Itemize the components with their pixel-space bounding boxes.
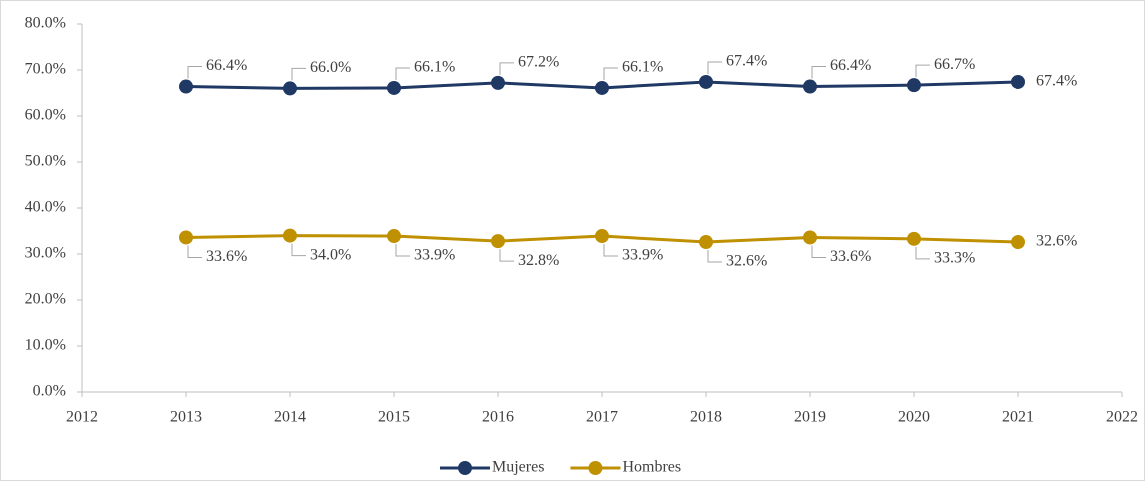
label-leader xyxy=(291,243,306,257)
data-label: 66.4% xyxy=(830,57,871,74)
data-point xyxy=(387,80,401,95)
x-tick-label: 2012 xyxy=(66,409,98,426)
data-label: 32.6% xyxy=(1036,233,1077,250)
label-leader xyxy=(915,64,930,78)
label-leader xyxy=(291,67,306,81)
x-tick-label: 2019 xyxy=(794,409,826,426)
data-label: 66.1% xyxy=(414,59,455,76)
label-leader xyxy=(187,66,202,79)
label-leader xyxy=(395,244,410,257)
data-point xyxy=(491,234,505,249)
label-leader xyxy=(187,245,202,258)
x-tick-label: 2016 xyxy=(482,409,514,426)
label-leader xyxy=(915,246,930,260)
data-label: 33.9% xyxy=(414,247,455,264)
y-tick-label: 10.0% xyxy=(25,337,66,354)
y-tick-label: 50.0% xyxy=(25,153,66,170)
label-leader xyxy=(499,249,514,262)
data-point xyxy=(1011,235,1025,250)
legend-label: Hombres xyxy=(622,459,681,476)
label-leader xyxy=(707,61,722,74)
data-label: 32.6% xyxy=(726,253,767,270)
data-point xyxy=(595,80,609,95)
data-label: 67.4% xyxy=(726,53,767,70)
data-label: 66.4% xyxy=(206,57,247,74)
x-tick-label: 2022 xyxy=(1106,409,1138,426)
x-tick-label: 2020 xyxy=(898,409,930,426)
x-tick-label: 2013 xyxy=(170,409,202,426)
legend-label: Mujeres xyxy=(492,459,544,476)
data-point xyxy=(1011,74,1025,89)
x-tick-label: 2015 xyxy=(378,409,410,426)
x-tick-label: 2021 xyxy=(1002,409,1034,426)
x-tick-label: 2017 xyxy=(586,409,618,426)
data-label: 34.0% xyxy=(310,246,351,263)
y-tick-label: 20.0% xyxy=(25,291,66,308)
label-leader xyxy=(811,245,826,258)
data-label: 32.8% xyxy=(518,252,559,269)
data-point xyxy=(699,74,713,89)
data-label: 67.4% xyxy=(1036,73,1077,90)
data-label: 66.0% xyxy=(310,59,351,76)
label-leader xyxy=(811,66,826,79)
label-leader xyxy=(395,67,410,80)
data-point xyxy=(699,235,713,250)
x-tick-label: 2018 xyxy=(690,409,722,426)
x-tick-label: 2014 xyxy=(274,409,306,426)
data-label: 33.6% xyxy=(206,248,247,265)
data-point xyxy=(907,78,921,93)
y-tick-label: 0.0% xyxy=(33,383,66,400)
y-tick-label: 40.0% xyxy=(25,199,66,216)
label-leader xyxy=(499,62,514,75)
y-tick-label: 80.0% xyxy=(25,15,66,32)
data-label: 67.2% xyxy=(518,54,559,71)
legend-marker xyxy=(588,461,603,475)
label-leader xyxy=(603,244,618,257)
y-tick-label: 30.0% xyxy=(25,245,66,262)
data-label: 33.6% xyxy=(830,248,871,265)
data-point xyxy=(283,228,297,243)
data-point xyxy=(907,231,921,246)
data-label: 66.1% xyxy=(622,59,663,76)
data-point xyxy=(179,230,193,245)
data-point xyxy=(803,230,817,245)
y-tick-label: 70.0% xyxy=(25,61,66,78)
legend-marker xyxy=(458,461,472,475)
data-point xyxy=(803,79,817,94)
data-label: 33.3% xyxy=(934,249,975,266)
data-point xyxy=(491,75,505,90)
label-leader xyxy=(603,67,618,80)
data-label: 33.9% xyxy=(622,247,663,264)
data-point xyxy=(387,229,401,244)
data-point xyxy=(595,229,609,244)
label-leader xyxy=(707,250,722,263)
data-label: 66.7% xyxy=(934,56,975,73)
data-point xyxy=(179,79,193,94)
data-point xyxy=(283,81,297,96)
y-tick-label: 60.0% xyxy=(25,107,66,124)
